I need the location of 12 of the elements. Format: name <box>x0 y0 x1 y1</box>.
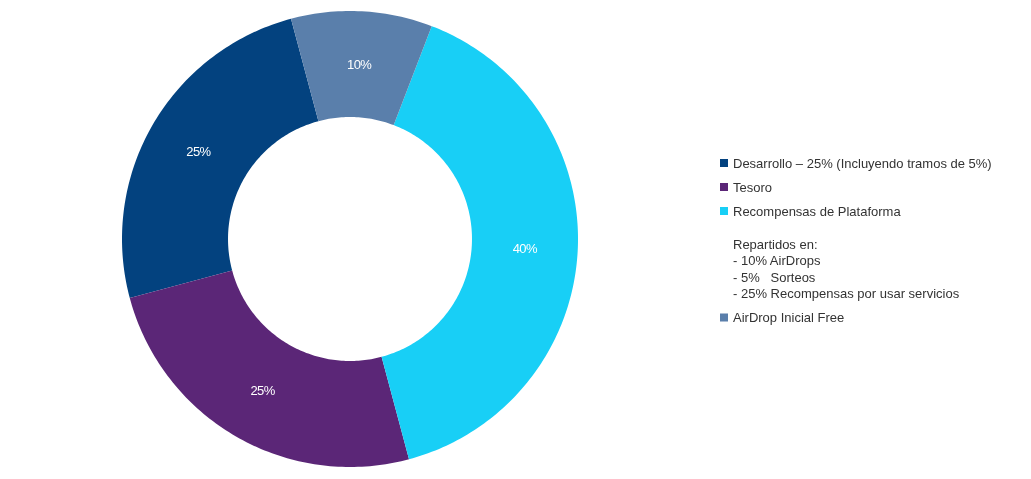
legend-label: AirDrop Inicial Free <box>733 310 845 325</box>
data-label: 40% <box>512 240 538 256</box>
data-label: 25% <box>186 144 212 160</box>
data-label: 25% <box>250 383 276 399</box>
legend-label: Desarrollo – 25% (Incluyendo tramos de 5%) <box>733 155 992 171</box>
donut-slice <box>122 18 319 299</box>
donut-slice <box>129 270 410 467</box>
donut-slice <box>290 11 432 126</box>
legend-label: Tesoro <box>733 179 773 195</box>
category-label: Recompensas de Plataforma Repartidos en: - 10% AirDrops - 5% Sorteos - 25% Recompensas por usar servicios <box>733 203 960 301</box>
data-label: 10% <box>347 56 373 72</box>
donut-slice <box>381 26 578 460</box>
